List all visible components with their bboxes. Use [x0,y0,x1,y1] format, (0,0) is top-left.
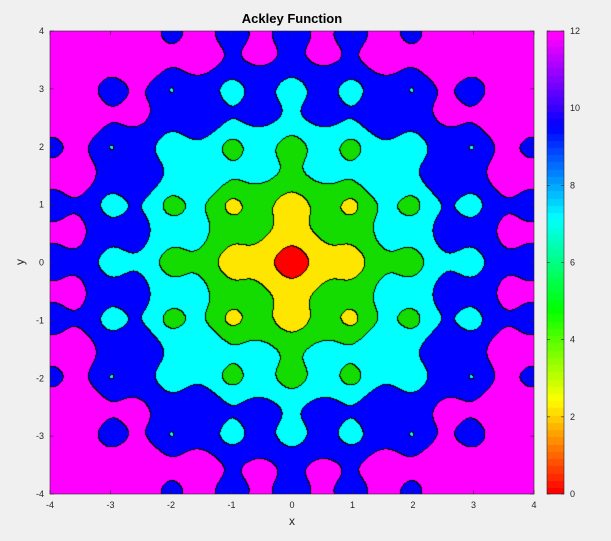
x-tick-label: -3 [106,500,114,510]
colorbar: 0 2 4 6 8 10 12 [546,26,580,499]
y-tick-label: 1 [39,200,44,210]
x-tick-label: -2 [167,500,175,510]
y-tick-label: -1 [36,315,44,325]
chart-title: Ackley Function [242,11,342,26]
x-axis: -4 -3 -2 -1 0 1 2 3 4 [46,31,537,510]
x-tick-label: 0 [289,500,294,510]
plot-area [49,30,535,495]
colorbar-gradient [547,31,564,494]
colorbar-tick-label: 6 [570,258,575,268]
colorbar-tick-label: 10 [570,103,580,113]
y-tick-label: 4 [39,26,44,36]
x-tick-label: -4 [46,500,54,510]
x-tick-label: 1 [350,500,355,510]
y-tick-label: -2 [36,373,44,383]
x-tick-label: 2 [410,500,415,510]
y-tick-label: 0 [39,258,44,268]
y-axis: -4 -3 -2 -1 0 1 2 3 4 [36,26,534,499]
colorbar-tick-label: 2 [570,412,575,422]
y-tick-label: 2 [39,142,44,152]
colorbar-tick-label: 4 [570,335,575,345]
colorbar-ticks: 0 2 4 6 8 10 12 [547,26,580,499]
x-tick-label: 3 [471,500,476,510]
colorbar-tick-label: 8 [570,180,575,190]
colorbar-raster-wrapper [547,31,564,494]
x-axis-label: x [289,514,295,528]
contour-raster-wrapper [50,31,534,494]
y-tick-label: -4 [36,489,44,499]
colorbar-tick-label: 12 [570,26,580,36]
y-tick-label: -3 [36,431,44,441]
colorbar-tick-label: 0 [570,489,575,499]
x-tick-label: -1 [227,500,235,510]
x-tick-label: 4 [531,500,536,510]
y-axis-label: y [13,259,27,265]
contour-plot [50,31,534,494]
y-tick-label: 3 [39,84,44,94]
